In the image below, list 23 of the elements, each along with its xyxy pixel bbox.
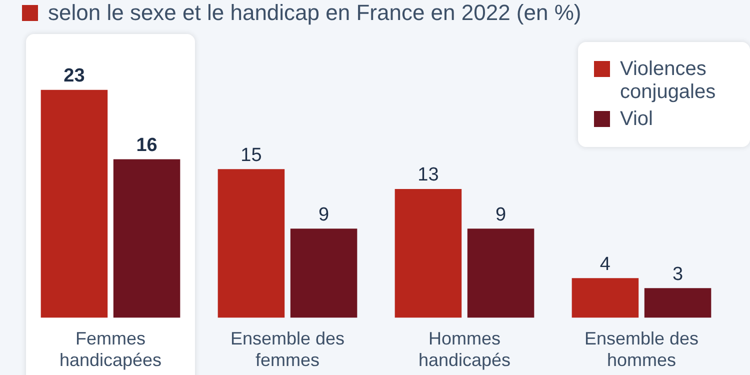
bar xyxy=(218,169,285,318)
x-tick-label: Hommes handicapés xyxy=(418,328,511,370)
bar xyxy=(467,228,534,318)
data-label: 16 xyxy=(136,134,158,156)
chart-title: selon le sexe et le handicap en France en 2022 (en %) xyxy=(48,0,582,26)
bar xyxy=(40,90,108,318)
bar xyxy=(394,188,462,318)
bar xyxy=(290,228,358,318)
x-tick-label: Ensemble des femmes xyxy=(230,328,345,370)
legend-label: Violences conjugales xyxy=(620,58,717,104)
data-label: 9 xyxy=(318,204,330,226)
data-label: 9 xyxy=(495,204,506,226)
bar xyxy=(572,278,639,318)
bar xyxy=(113,159,180,318)
bar xyxy=(644,288,712,318)
x-tick-label: Femmes handicapées xyxy=(59,328,162,370)
data-label: 15 xyxy=(240,144,262,166)
x-tick-label: Ensemble des hommes xyxy=(584,328,699,370)
data-label: 13 xyxy=(418,164,439,186)
data-label: 23 xyxy=(64,66,85,87)
data-label: 3 xyxy=(672,264,684,285)
data-label: 4 xyxy=(600,254,611,275)
legend-label: Viol xyxy=(620,108,653,131)
